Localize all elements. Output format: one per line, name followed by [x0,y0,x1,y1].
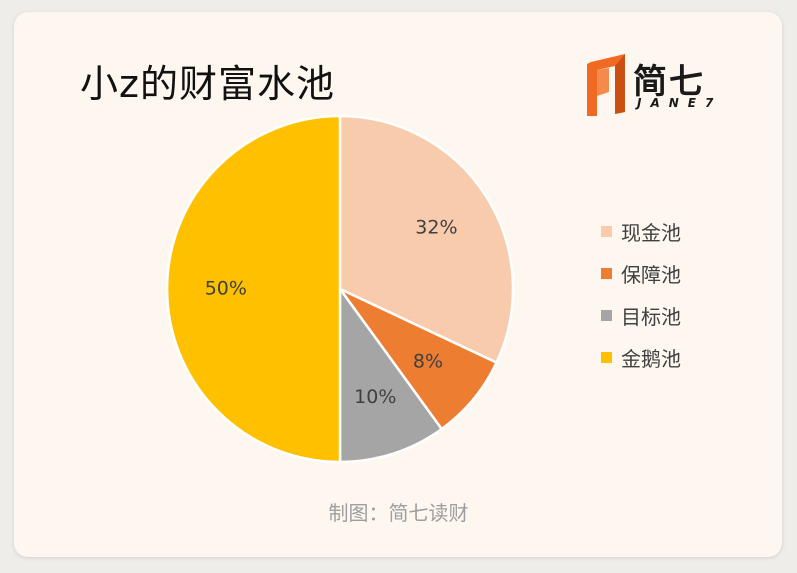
legend-item: 目标池 [601,294,681,336]
jane7-logo: 简七 JANE7 [585,50,745,120]
legend-swatch [601,225,612,237]
legend-label: 现金池 [621,220,681,245]
chart-credit: 制图：简七读财 [328,501,469,525]
chart-title: 小z的财富水池 [80,62,335,106]
pie-slice-3 [338,285,444,464]
logo-name-en: JANE7 [637,96,723,110]
pie-slices [165,114,515,464]
jane7-logo-mark-icon [587,54,625,116]
legend-label: 目标池 [621,304,681,329]
legend-label: 金鹅池 [621,346,681,371]
legend-item: 金鹅池 [601,336,681,378]
pie-labels: 32% 8% 10% 50% [205,216,458,408]
pie-slice-label-4: 50% [205,278,247,300]
legend-swatch [601,351,612,363]
pie-slice-1 [338,114,515,365]
pie-slice-label-3: 10% [354,386,396,408]
pie-slice-label-1: 32% [415,216,457,238]
logo-name-cn: 简七 [633,62,705,102]
chart-legend: 现金池 保障池 目标池 金鹅池 [601,210,681,378]
pie-slice-4 [165,114,342,464]
legend-item: 保障池 [601,252,681,294]
legend-swatch [601,309,612,321]
pie-slice-label-2: 8% [413,350,443,372]
legend-item: 现金池 [601,210,681,252]
legend-label: 保障池 [621,262,681,287]
legend-swatch [601,267,612,279]
